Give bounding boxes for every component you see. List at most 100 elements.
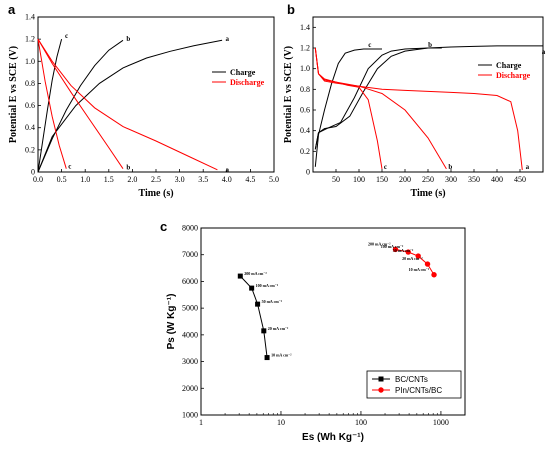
y-tick-label: 0.4 <box>300 126 310 135</box>
point-label: 50 mA cm⁻² <box>262 299 283 304</box>
y-tick-label: 0.6 <box>25 101 35 110</box>
y-tick-label: 3000 <box>182 357 198 366</box>
charge-curve-b <box>37 39 124 173</box>
x-tick-label: 10 <box>277 418 285 427</box>
y-tick-label: 1.0 <box>25 57 35 66</box>
point-label: 100 mA cm⁻² <box>256 283 279 288</box>
x-tick-label: 150 <box>376 175 388 184</box>
x-axis-title: Es (Wh Kg⁻¹) <box>302 432 364 443</box>
y-tick-label: 1.0 <box>300 64 310 73</box>
discharge-curve-c <box>37 39 67 169</box>
y-tick-label: 0.8 <box>25 79 35 88</box>
curve-label: c <box>68 162 71 170</box>
legend-box <box>366 370 462 399</box>
y-axis-title: Potential E vs SCE (V) <box>283 46 294 143</box>
curve-label: b <box>126 164 130 172</box>
data-point-circle <box>415 253 421 259</box>
curve-label: c <box>65 32 68 40</box>
curve-label: b <box>126 35 130 43</box>
y-tick-label: 1000 <box>182 411 198 420</box>
legend-label: BC/CNTs <box>395 375 428 384</box>
point-label: 50 mA cm⁻² <box>393 248 414 253</box>
data-point-square <box>237 273 243 279</box>
x-tick-label: 2.0 <box>127 175 137 184</box>
point-label: 200 mA cm⁻² <box>368 241 391 246</box>
legend-label-discharge: Discharge <box>496 71 531 80</box>
x-tick-label: 100 <box>353 175 365 184</box>
y-tick-label: 4000 <box>182 330 198 339</box>
panel-letter: a <box>8 2 16 17</box>
data-point-square <box>249 285 255 291</box>
discharge-curve-c <box>314 47 383 169</box>
curve-label: a <box>225 166 229 174</box>
charge-curve-b <box>314 47 442 150</box>
x-tick-label: 1.5 <box>104 175 114 184</box>
point-label: 100 mA cm⁻² <box>381 244 404 249</box>
y-tick-label: 0.8 <box>300 85 310 94</box>
x-axis-title: Time (s) <box>410 188 445 199</box>
curve-label: a <box>225 35 229 43</box>
x-tick-label: 0.0 <box>33 175 43 184</box>
curve-label: a <box>542 48 546 56</box>
legend-marker-square <box>378 376 384 382</box>
y-tick-label: 0.6 <box>300 106 310 115</box>
curve-label: a <box>526 163 530 171</box>
charge-curve-c <box>37 38 63 173</box>
x-tick-label: 300 <box>445 175 457 184</box>
y-tick-label: 1.4 <box>25 13 35 22</box>
data-point-square <box>261 328 267 334</box>
y-axis-title: Ps (W Kg⁻¹) <box>166 294 177 350</box>
y-tick-label: 0.2 <box>300 147 310 156</box>
discharge-curve-b <box>37 38 124 169</box>
y-tick-label: 0 <box>31 168 35 177</box>
point-label: 20 mA cm⁻² <box>402 256 423 261</box>
legend-label-charge: Charge <box>496 61 522 70</box>
x-tick-label: 50 <box>332 175 340 184</box>
y-axis-title: Potential E vs SCE (V) <box>8 46 19 143</box>
panel-letter: b <box>287 2 295 17</box>
x-tick-label: 450 <box>514 175 526 184</box>
legend-label-charge: Charge <box>230 68 256 77</box>
y-tick-label: 2000 <box>182 384 198 393</box>
x-tick-label: 100 <box>355 418 367 427</box>
y-tick-label: 5000 <box>182 304 198 313</box>
x-tick-label: 4.5 <box>245 175 255 184</box>
data-point-square <box>255 301 261 307</box>
plot-frame <box>200 227 466 416</box>
x-tick-label: 3.0 <box>175 175 185 184</box>
panel-letter: c <box>160 219 167 234</box>
point-label: 10 mA cm⁻² <box>271 353 292 358</box>
discharge-curve-a <box>314 47 523 170</box>
x-tick-label: 0.5 <box>57 175 67 184</box>
x-axis-title: Time (s) <box>138 188 173 199</box>
charge-curve-c <box>314 48 382 167</box>
legend-label-discharge: Discharge <box>230 78 265 87</box>
curve-label: c <box>368 41 371 49</box>
y-tick-label: 0 <box>306 168 310 177</box>
data-point-circle <box>431 272 437 278</box>
x-tick-label: 5.0 <box>269 175 279 184</box>
y-tick-label: 0.4 <box>25 123 35 132</box>
y-tick-label: 6000 <box>182 277 198 286</box>
y-tick-label: 7000 <box>182 250 198 259</box>
y-tick-label: 0.2 <box>25 145 35 154</box>
curve-label: b <box>448 163 452 171</box>
x-tick-label: 3.5 <box>198 175 208 184</box>
legend-label: PIn/CNTs/BC <box>395 386 442 395</box>
point-label: 20 mA cm⁻² <box>268 326 289 331</box>
y-tick-label: 1.2 <box>300 44 310 53</box>
x-tick-label: 1 <box>199 418 203 427</box>
data-point-circle <box>424 261 431 267</box>
plot-frame <box>37 16 275 173</box>
curve-label: b <box>428 41 432 49</box>
panel-c: c 1000 2000 3000 4000 5000 6000 7000 8000 1 10 100 1… <box>160 219 466 443</box>
x-tick-label: 250 <box>422 175 434 184</box>
y-tick-label: 8000 <box>182 224 198 233</box>
x-tick-label: 350 <box>468 175 480 184</box>
x-tick-label: 2.5 <box>151 175 161 184</box>
charge-curve-a <box>37 39 223 173</box>
legend-marker-circle <box>378 387 384 393</box>
y-tick-label: 1.4 <box>300 23 310 32</box>
curve-label: c <box>384 163 387 171</box>
